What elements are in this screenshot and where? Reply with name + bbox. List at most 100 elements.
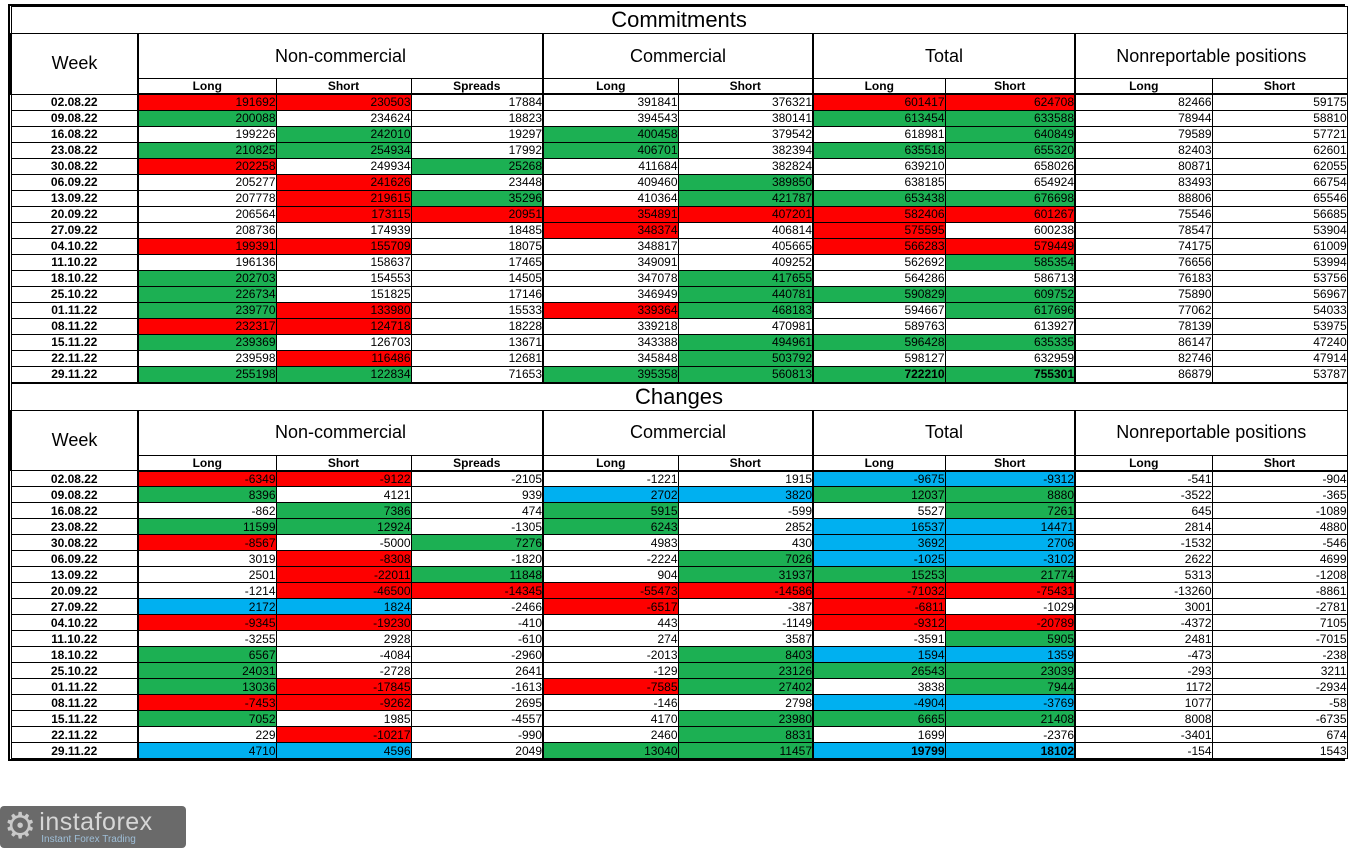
value-cell: 624708: [944, 93, 1076, 111]
value-cell: 200088: [137, 109, 277, 127]
week-cell: 11.10.22: [10, 630, 139, 647]
value-cell: 57721: [1211, 125, 1348, 143]
value-cell: 18102: [944, 742, 1076, 759]
value-cell: 241626: [275, 173, 412, 191]
value-cell: 15533: [410, 301, 544, 319]
value-cell: -9675: [812, 470, 946, 487]
week-cell: 08.11.22: [10, 317, 139, 335]
table-row: 18.10.22 202703 154553 14505 347078 417655 564…: [10, 269, 1348, 287]
value-cell: 2702: [542, 486, 679, 503]
value-cell: 239598: [137, 349, 277, 367]
sub-header-row: Long Short Spreads Long Short Long Short…: [11, 454, 1348, 472]
value-cell: -2376: [944, 726, 1076, 743]
value-cell: 430: [677, 534, 814, 551]
value-cell: -1025: [812, 550, 946, 567]
value-cell: 25268: [410, 157, 544, 175]
value-cell: 202258: [137, 157, 277, 175]
value-cell: 339218: [542, 317, 679, 335]
value-cell: 206564: [137, 205, 277, 223]
col-header-short: Short: [1211, 454, 1348, 472]
value-cell: 4121: [275, 486, 412, 503]
value-cell: 62055: [1211, 157, 1348, 175]
value-cell: 2481: [1074, 630, 1213, 647]
value-cell: 645: [1074, 502, 1213, 519]
value-cell: 17465: [410, 253, 544, 271]
group-header-row: Week Non-commercial Commercial Total Non…: [10, 33, 1348, 95]
value-cell: 613927: [944, 317, 1076, 335]
value-cell: 56967: [1211, 285, 1348, 303]
week-cell: 23.08.22: [10, 141, 139, 159]
value-cell: 503792: [677, 349, 814, 367]
week-cell: 29.11.22: [10, 742, 139, 759]
value-cell: 31937: [677, 566, 814, 583]
value-cell: 20951: [410, 205, 544, 223]
value-cell: 406814: [677, 221, 814, 239]
value-cell: 2798: [677, 694, 814, 711]
table-row: 15.11.22 239369 126703 13671 343388 494961 596…: [10, 333, 1348, 351]
table-row: 13.09.22 2501 -22011 11848 904 31937 15253 2177…: [10, 566, 1348, 583]
value-cell: -55473: [542, 582, 679, 599]
value-cell: 411684: [542, 157, 679, 175]
value-cell: 18485: [410, 221, 544, 239]
group-non-commercial: Non-commercial: [137, 33, 544, 79]
value-cell: 4710: [137, 742, 277, 759]
value-cell: -2934: [1211, 678, 1348, 695]
value-cell: 6243: [542, 518, 679, 535]
week-cell: 06.09.22: [10, 173, 139, 191]
col-header-long: Long: [1074, 454, 1213, 472]
week-cell: 16.08.22: [10, 125, 139, 143]
value-cell: -1613: [410, 678, 544, 695]
col-header-short: Short: [944, 454, 1076, 472]
value-cell: 86879: [1074, 365, 1213, 383]
value-cell: 354891: [542, 205, 679, 223]
value-cell: 494961: [677, 333, 814, 351]
value-cell: 53787: [1211, 365, 1348, 383]
value-cell: -9122: [275, 470, 412, 487]
value-cell: -9345: [137, 614, 277, 631]
value-cell: -599: [677, 502, 814, 519]
table-row: 23.08.22 11599 12924 -1305 6243 2852 16537 1447…: [10, 518, 1348, 535]
value-cell: 589763: [812, 317, 946, 335]
value-cell: 18228: [410, 317, 544, 335]
value-cell: -2013: [542, 646, 679, 663]
title-row: Commitments: [10, 6, 1348, 34]
value-cell: 242010: [275, 125, 412, 143]
value-cell: 601417: [812, 93, 946, 111]
value-cell: -473: [1074, 646, 1213, 663]
value-cell: -10217: [275, 726, 412, 743]
value-cell: -75431: [944, 582, 1076, 599]
value-cell: 347078: [542, 269, 679, 287]
changes-table: Changes Week Non-commercial Commercial T…: [10, 382, 1348, 759]
instaforex-watermark: ⚙ instaforex Instant Forex Trading: [0, 806, 186, 848]
week-cell: 09.08.22: [10, 486, 139, 503]
value-cell: 566283: [812, 237, 946, 255]
value-cell: 27402: [677, 678, 814, 695]
value-cell: -22011: [275, 566, 412, 583]
value-cell: 254934: [275, 141, 412, 159]
value-cell: 219615: [275, 189, 412, 207]
table-row: 23.08.22 210825 254934 17992 406701 382394 635…: [10, 141, 1348, 159]
value-cell: 400458: [542, 125, 679, 143]
value-cell: -5000: [275, 534, 412, 551]
value-cell: 78139: [1074, 317, 1213, 335]
value-cell: -6735: [1211, 710, 1348, 727]
week-cell: 01.11.22: [10, 678, 139, 695]
value-cell: 23039: [944, 662, 1076, 679]
value-cell: 382394: [677, 141, 814, 159]
value-cell: 15253: [812, 566, 946, 583]
week-cell: 30.08.22: [10, 534, 139, 551]
value-cell: 904: [542, 566, 679, 583]
week-cell: 04.10.22: [10, 237, 139, 255]
value-cell: 348374: [542, 221, 679, 239]
value-cell: -46500: [275, 582, 412, 599]
value-cell: 7261: [944, 502, 1076, 519]
value-cell: 3820: [677, 486, 814, 503]
value-cell: 232317: [137, 317, 277, 335]
value-cell: 58810: [1211, 109, 1348, 127]
value-cell: -4557: [410, 710, 544, 727]
value-cell: 582406: [812, 205, 946, 223]
value-cell: 391841: [542, 93, 679, 111]
value-cell: 12924: [275, 518, 412, 535]
table-row: 06.09.22 205277 241626 23448 409460 389850 638…: [10, 173, 1348, 191]
